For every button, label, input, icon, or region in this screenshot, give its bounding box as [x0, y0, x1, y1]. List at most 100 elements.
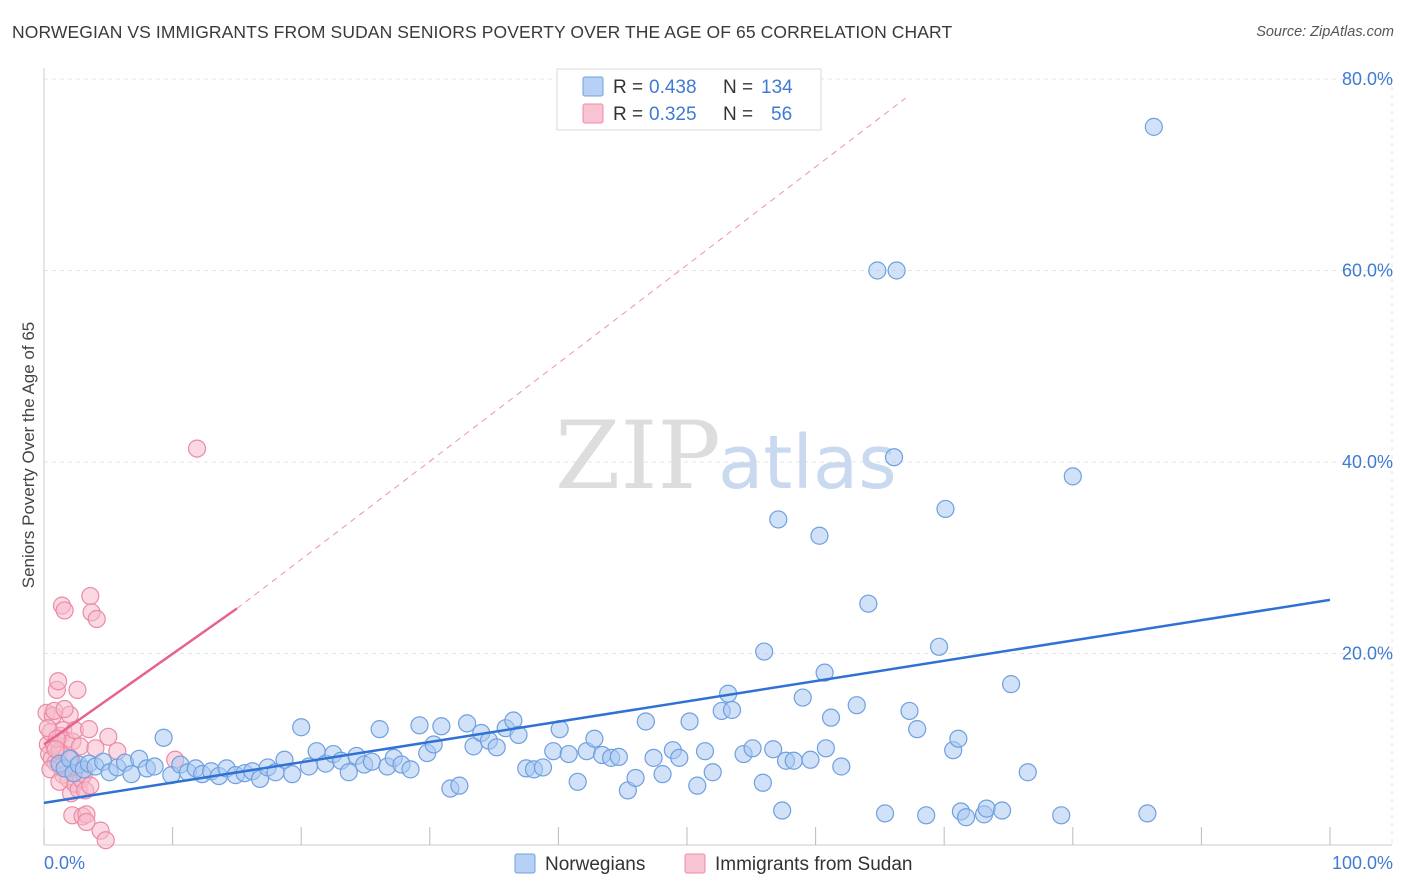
norwegian-point-12: [122, 765, 141, 784]
watermark-atlas: atlas: [718, 420, 897, 506]
legend-swatch-norwegians: [582, 76, 604, 97]
norwegian-point-48: [410, 716, 429, 735]
norwegian-point-65: [544, 742, 563, 761]
series-label-norwegians: Norwegians: [545, 854, 645, 875]
stats-legend: R = 0.438 N = 134 R = 0.325 N = 56: [556, 68, 822, 131]
norwegian-point-113: [929, 637, 949, 656]
norwegian-point-122: [1001, 675, 1021, 694]
legend-r-value-1: 0.438: [649, 77, 697, 98]
sudan-point-9: [49, 672, 68, 691]
norwegian-point-89: [743, 739, 762, 758]
norwegian-point-50: [424, 735, 443, 754]
norwegian-point-87: [722, 700, 742, 720]
sudan-point-35: [77, 812, 96, 832]
norwegian-point-81: [680, 712, 699, 731]
trend-lines: [43, 97, 1331, 805]
norwegian-point-84: [703, 763, 722, 782]
watermark: ZIP atlas: [555, 402, 897, 511]
series-label-sudan: Immigrants from Sudan: [715, 854, 912, 875]
sudan-trend-extension: [236, 97, 906, 609]
sudan-point-43: [96, 831, 115, 850]
sudan-point-41: [87, 609, 106, 629]
norwegian-point-77: [644, 748, 663, 767]
sudan-point-47: [187, 439, 207, 458]
sudan-point-27: [68, 680, 87, 699]
norwegian-point-47: [401, 760, 420, 779]
norwegian-point-118: [956, 808, 976, 827]
norwegian-point-100: [815, 663, 834, 682]
y-axis-label: Seniors Poverty Over the Age of 65: [19, 322, 38, 588]
norwegian-point-102: [832, 757, 851, 776]
norwegian-trend-line: [43, 598, 1331, 805]
norwegian-point-97: [793, 688, 812, 707]
norwegian-point-120: [977, 799, 996, 818]
legend-r-value-2: 0.325: [649, 104, 697, 125]
norwegian-point-112: [917, 806, 936, 825]
y-tick-label-1: 40.0%: [1342, 452, 1393, 472]
legend-r-label-2: R =: [613, 104, 643, 125]
norwegian-point-107: [875, 804, 895, 823]
norwegian-points: [50, 117, 1163, 827]
norwegian-point-90: [753, 773, 772, 792]
legend-n-value-1: 134: [761, 77, 793, 98]
norwegian-point-99: [810, 526, 829, 545]
legend-n-value-2: 56: [771, 104, 792, 125]
norwegian-point-94: [773, 801, 792, 820]
norwegian-point-75: [626, 768, 645, 788]
sudan-point-54: [55, 699, 74, 719]
sudan-point-36: [79, 720, 99, 739]
norwegian-point-110: [900, 701, 919, 721]
norwegian-point-114: [936, 499, 955, 519]
norwegian-point-54: [457, 714, 477, 733]
norwegian-point-16: [154, 728, 173, 747]
legend-n-label-1: N =: [723, 77, 753, 98]
norwegian-point-82: [688, 776, 707, 795]
sudan-point-16: [55, 601, 74, 620]
norwegian-point-109: [884, 448, 904, 467]
legend-n-label-2: N =: [723, 104, 753, 125]
norwegian-point-32: [283, 765, 302, 784]
norwegian-point-83: [695, 742, 715, 761]
norwegian-point-93: [769, 510, 788, 529]
norwegian-point-64: [533, 758, 553, 777]
norwegian-point-76: [636, 712, 655, 731]
norwegian-point-105: [859, 594, 878, 613]
norwegian-point-91: [755, 642, 774, 661]
norwegian-point-127: [1138, 804, 1157, 823]
norwegian-point-121: [992, 801, 1012, 820]
norwegian-point-116: [949, 729, 968, 748]
norwegian-point-73: [609, 747, 628, 767]
norwegian-point-68: [568, 772, 587, 791]
norwegian-point-111: [908, 720, 927, 739]
norwegian-point-123: [1018, 763, 1037, 782]
legend-swatch-sudan: [582, 103, 604, 124]
norwegian-point-39: [339, 763, 358, 782]
norwegian-point-61: [509, 725, 528, 744]
x-tick-label-0: 0.0%: [44, 853, 85, 873]
sudan-point-44: [99, 727, 118, 746]
norwegian-point-101: [821, 708, 841, 727]
chart-title: NORWEGIAN VS IMMIGRANTS FROM SUDAN SENIO…: [12, 22, 953, 42]
series-swatch-sudan: [684, 853, 706, 874]
norwegian-point-124: [1052, 806, 1071, 825]
norwegian-point-43: [370, 720, 389, 739]
x-tick-label-1: 100.0%: [1332, 853, 1393, 873]
norwegian-point-103: [847, 696, 866, 715]
norwegian-point-42: [362, 752, 382, 771]
legend-r-label-1: R =: [613, 77, 643, 98]
norwegian-point-80: [670, 748, 689, 767]
sudan-point-40: [86, 739, 105, 758]
norwegian-point-15: [145, 757, 164, 776]
norwegian-point-108: [887, 261, 906, 280]
sudan-trend-line: [43, 607, 238, 746]
tick-labels: 20.0% 40.0% 60.0% 80.0% 0.0% 100.0%: [44, 69, 1393, 873]
norwegian-point-125: [1063, 467, 1082, 486]
sudan-points: [37, 439, 207, 850]
norwegian-point-33: [292, 718, 311, 737]
y-tick-label-0: 20.0%: [1342, 644, 1393, 664]
norwegian-point-53: [450, 776, 469, 795]
sudan-point-38: [81, 586, 100, 606]
norwegian-point-70: [585, 729, 604, 748]
norwegian-point-67: [559, 744, 578, 764]
